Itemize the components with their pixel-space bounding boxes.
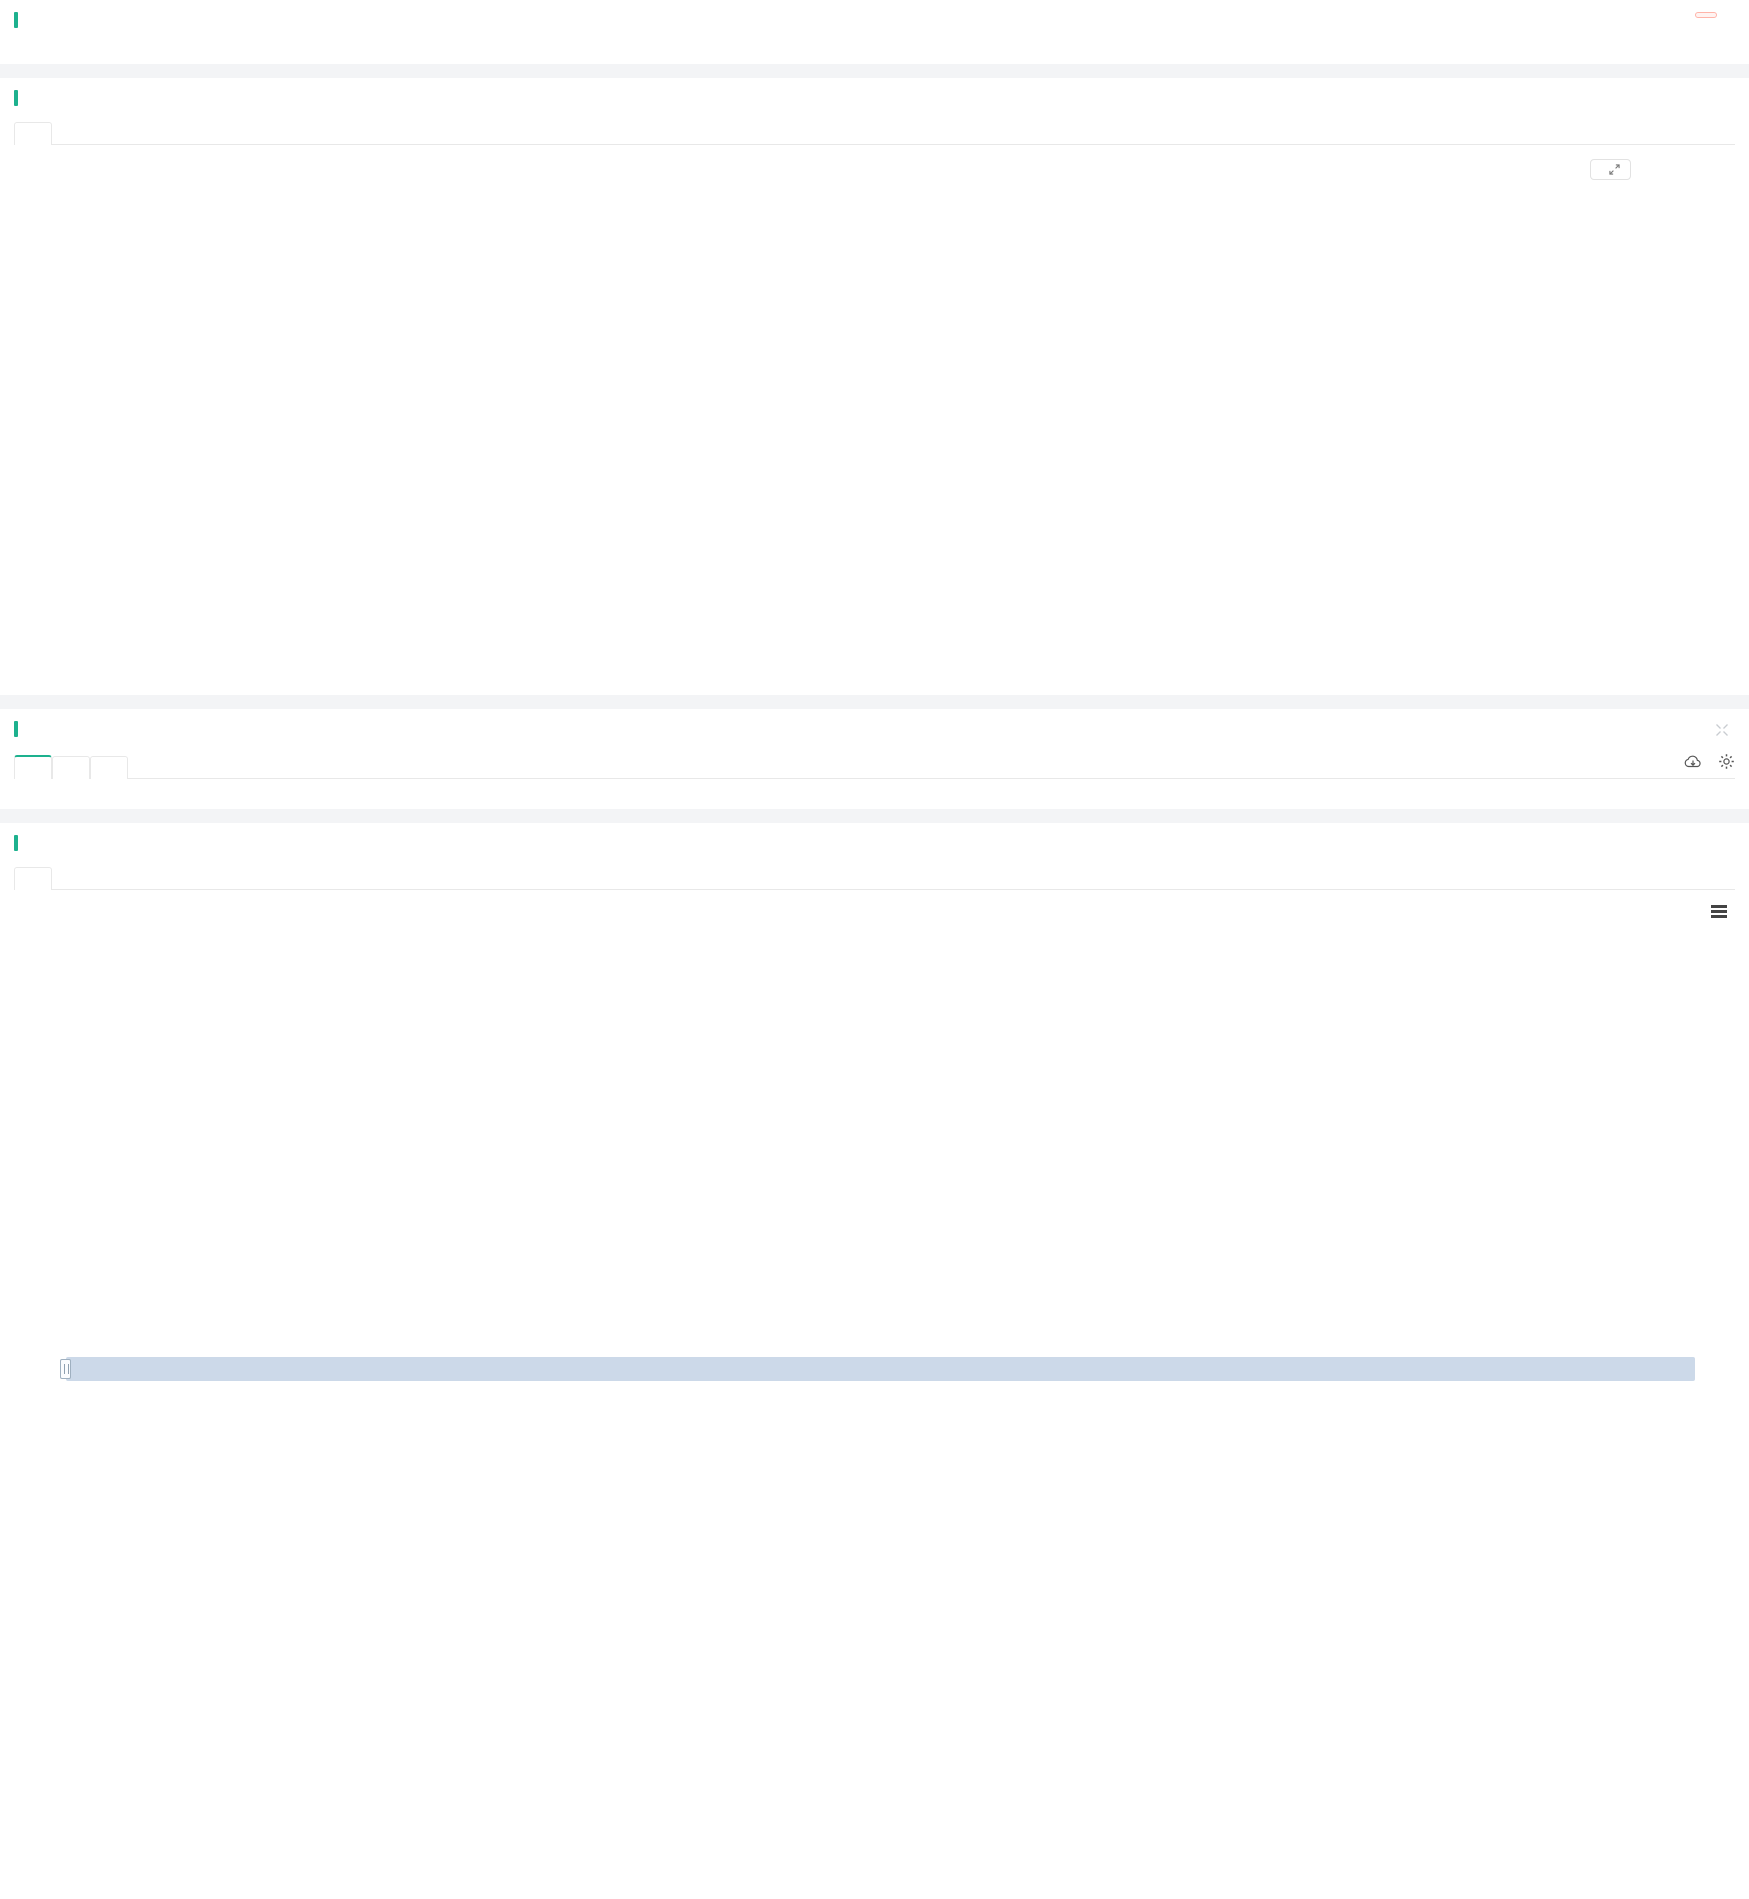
- tab-open-orders[interactable]: [52, 756, 90, 779]
- cloud-download-icon[interactable]: [1684, 754, 1702, 769]
- navigator-handle[interactable]: [60, 1359, 71, 1379]
- logs-section: [0, 0, 1749, 64]
- expand-icon: [1609, 164, 1620, 175]
- chart-range-navigator[interactable]: [60, 1357, 1695, 1381]
- status-badge: [1695, 12, 1717, 18]
- backtest-results-page: [0, 0, 1749, 1381]
- section-accent-bar: [14, 12, 18, 28]
- menu-icon[interactable]: [1711, 905, 1727, 908]
- indicator-button[interactable]: [1590, 159, 1631, 180]
- earnings-section: [0, 823, 1749, 1381]
- section-accent-bar: [14, 90, 18, 106]
- tab-asset[interactable]: [14, 755, 52, 779]
- logs-header: [14, 0, 1735, 32]
- section-divider: [0, 809, 1749, 823]
- candlestick-chart[interactable]: [44, 145, 1749, 695]
- section-accent-bar: [14, 835, 18, 851]
- earnings-chart[interactable]: [14, 922, 1734, 1368]
- section-divider: [0, 64, 1749, 78]
- zoom-controls: [14, 908, 1735, 922]
- tab-schedule-orders[interactable]: [90, 756, 128, 779]
- market-section: [0, 78, 1749, 695]
- market-chart-area: [14, 145, 1735, 695]
- tab-earnings-symbol[interactable]: [14, 867, 52, 890]
- status-section: [0, 709, 1749, 809]
- earnings-stats-row: [14, 890, 1735, 908]
- section-divider: [0, 695, 1749, 709]
- status-tabs: [14, 753, 1735, 779]
- gear-icon[interactable]: [1718, 753, 1735, 770]
- collapse-icon[interactable]: [1715, 723, 1729, 737]
- market-tabs: [14, 122, 1735, 145]
- section-accent-bar: [14, 721, 18, 737]
- earnings-tabs: [14, 867, 1735, 890]
- tab-market-symbol[interactable]: [14, 122, 52, 145]
